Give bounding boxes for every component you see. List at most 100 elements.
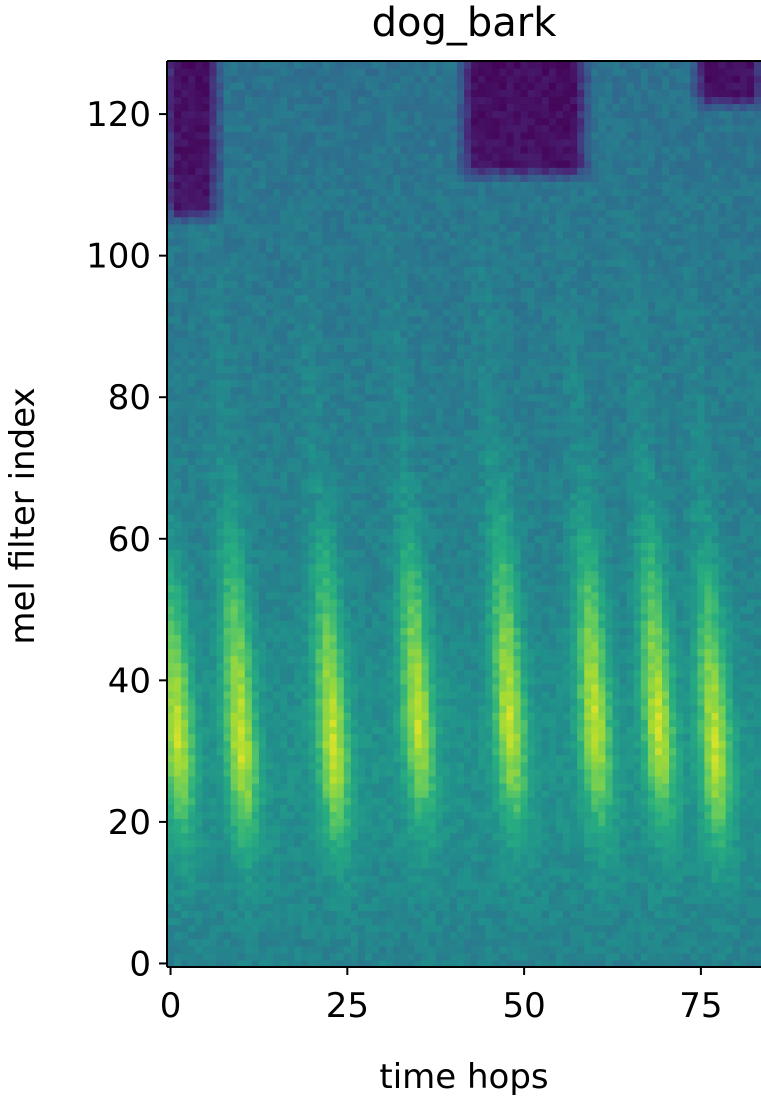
heatmap-cell: [612, 584, 621, 593]
heatmap-cell: [711, 648, 720, 657]
heatmap-cell: [584, 655, 592, 664]
heatmap-cell: [570, 669, 578, 678]
heatmap-cell: [216, 882, 225, 890]
heatmap-cell: [584, 648, 592, 657]
heatmap-cell: [492, 797, 500, 805]
heatmap-cell: [605, 839, 614, 848]
heatmap-cell: [181, 563, 189, 572]
heatmap-cell: [336, 832, 345, 841]
heatmap-cell: [485, 754, 493, 763]
heatmap-cell: [605, 896, 614, 904]
heatmap-cell: [379, 860, 387, 869]
heatmap-cell: [188, 839, 196, 848]
heatmap-cell: [237, 938, 246, 947]
heatmap-cell: [421, 676, 430, 685]
heatmap-cell: [414, 570, 423, 579]
heatmap-cell: [372, 860, 380, 869]
heatmap-cell: [258, 620, 267, 628]
heatmap-cell: [230, 613, 239, 621]
heatmap-cell: [329, 712, 338, 720]
heatmap-cell: [195, 867, 203, 876]
heatmap-cell: [464, 924, 472, 933]
heatmap-cell: [322, 634, 331, 643]
heatmap-cell: [746, 952, 755, 961]
heatmap-cell: [711, 811, 720, 819]
heatmap-cell: [704, 690, 713, 699]
heatmap-cell: [258, 853, 267, 862]
heatmap-cell: [520, 726, 529, 735]
heatmap-cell: [329, 613, 338, 621]
heatmap-cell: [386, 690, 394, 699]
heatmap-cell: [273, 917, 281, 926]
heatmap-cell: [506, 662, 515, 671]
heatmap-cell: [506, 683, 515, 692]
heatmap-cell: [456, 719, 465, 727]
heatmap-cell: [280, 860, 288, 869]
heatmap-cell: [237, 818, 246, 827]
heatmap-cell: [718, 889, 727, 897]
heatmap-cell: [612, 549, 621, 558]
heatmap-cell: [711, 853, 720, 862]
heatmap-cell: [683, 945, 691, 954]
heatmap-cell: [287, 910, 295, 919]
heatmap-cell: [499, 938, 508, 947]
heatmap-cell: [202, 889, 211, 897]
heatmap-cell: [676, 584, 684, 593]
heatmap-cell: [350, 853, 359, 862]
heatmap-cell: [690, 676, 698, 685]
heatmap-cell: [690, 712, 698, 720]
heatmap-cell: [739, 676, 748, 685]
heatmap-cell: [520, 860, 529, 869]
heatmap-cell: [167, 811, 175, 819]
heatmap-cell: [202, 853, 211, 862]
heatmap-cell: [697, 563, 706, 572]
heatmap-cell: [690, 882, 698, 890]
heatmap-cell: [584, 733, 592, 742]
heatmap-cell: [626, 839, 635, 848]
heatmap-cell: [181, 690, 189, 699]
heatmap-cell: [315, 570, 324, 579]
heatmap-cell: [690, 754, 698, 763]
heatmap-cell: [322, 598, 331, 607]
heatmap-cell: [181, 577, 189, 586]
heatmap-cell: [669, 917, 677, 926]
heatmap-cell: [704, 563, 713, 572]
heatmap-cell: [577, 903, 585, 911]
heatmap-cell: [711, 705, 720, 713]
heatmap-cell: [697, 733, 706, 742]
heatmap-cell: [400, 931, 409, 940]
heatmap-cell: [322, 811, 331, 819]
heatmap-cell: [244, 825, 253, 834]
heatmap-cell: [662, 768, 670, 777]
heatmap-cell: [718, 669, 727, 678]
heatmap-cell: [563, 761, 571, 770]
heatmap-cell: [435, 804, 444, 812]
heatmap-cell: [266, 606, 274, 614]
heatmap-cell: [174, 903, 182, 911]
heatmap-cell: [414, 889, 423, 897]
heatmap-cell: [266, 591, 274, 600]
heatmap-cell: [485, 889, 493, 897]
heatmap-cell: [555, 563, 564, 572]
heatmap-cell: [251, 839, 260, 848]
heatmap-cell: [570, 846, 578, 855]
heatmap-cell: [739, 931, 748, 940]
heatmap-cell: [711, 683, 720, 692]
heatmap-cell: [407, 577, 416, 586]
heatmap-cell: [683, 825, 691, 834]
heatmap-cell: [683, 832, 691, 841]
heatmap-cell: [718, 662, 727, 671]
heatmap-cell: [400, 676, 409, 685]
heatmap-cell: [372, 733, 380, 742]
heatmap-cell: [605, 889, 614, 897]
heatmap-cell: [640, 598, 649, 607]
heatmap-cell: [676, 775, 684, 784]
heatmap-cell: [548, 712, 557, 720]
heatmap-cell: [485, 676, 493, 685]
heatmap-cell: [174, 896, 182, 904]
heatmap-cell: [400, 797, 409, 805]
heatmap-cell: [435, 598, 444, 607]
heatmap-cell: [605, 570, 614, 579]
heatmap-cell: [294, 584, 302, 593]
heatmap-cell: [704, 804, 713, 812]
